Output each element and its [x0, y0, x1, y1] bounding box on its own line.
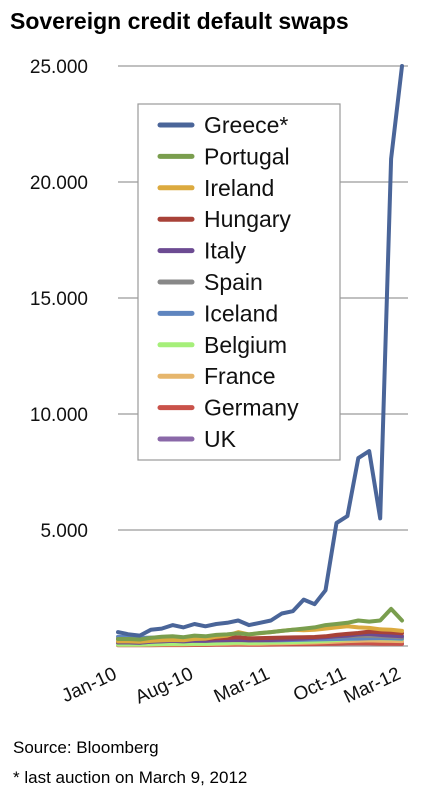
legend-label-italy: Italy	[204, 238, 247, 264]
y-tick-label: 10.000	[30, 405, 88, 426]
legend-label-ireland: Ireland	[204, 175, 274, 201]
x-tick-label: Mar-12	[341, 663, 404, 707]
y-axis: 5.000 10.000 15.000 20.000 25.000	[30, 57, 88, 542]
legend: Greece* Portugal Ireland Hungary Italy Spain I…	[137, 103, 341, 461]
legend-label-spain: Spain	[204, 269, 263, 295]
legend-label-iceland: Iceland	[204, 300, 278, 326]
chart-title: Sovereign credit default swaps	[10, 8, 349, 34]
legend-label-uk: UK	[204, 426, 237, 452]
series-line-greece	[116, 64, 404, 638]
legend-label-france: France	[204, 363, 276, 389]
y-tick-label: 25.000	[30, 57, 88, 78]
legend-label-belgium: Belgium	[204, 332, 287, 358]
x-tick-label: Mar-11	[211, 663, 273, 707]
series-line-portugal	[116, 606, 404, 642]
source-note: Source: Bloomberg	[13, 738, 159, 757]
y-tick-label: 5.000	[40, 521, 88, 542]
legend-label-germany: Germany	[204, 395, 299, 421]
series-lines	[116, 64, 404, 648]
footnote: * last auction on March 9, 2012	[13, 768, 248, 787]
legend-label-portugal: Portugal	[204, 143, 290, 169]
legend-label-hungary: Hungary	[204, 206, 291, 232]
y-tick-label: 20.000	[30, 173, 88, 194]
x-tick-label: Jan-10	[59, 663, 121, 707]
y-tick-label: 15.000	[30, 289, 88, 310]
x-tick-label: Aug-10	[132, 663, 196, 708]
x-tick-label: Oct-11	[290, 663, 349, 706]
legend-label-greece: Greece*	[204, 112, 288, 138]
